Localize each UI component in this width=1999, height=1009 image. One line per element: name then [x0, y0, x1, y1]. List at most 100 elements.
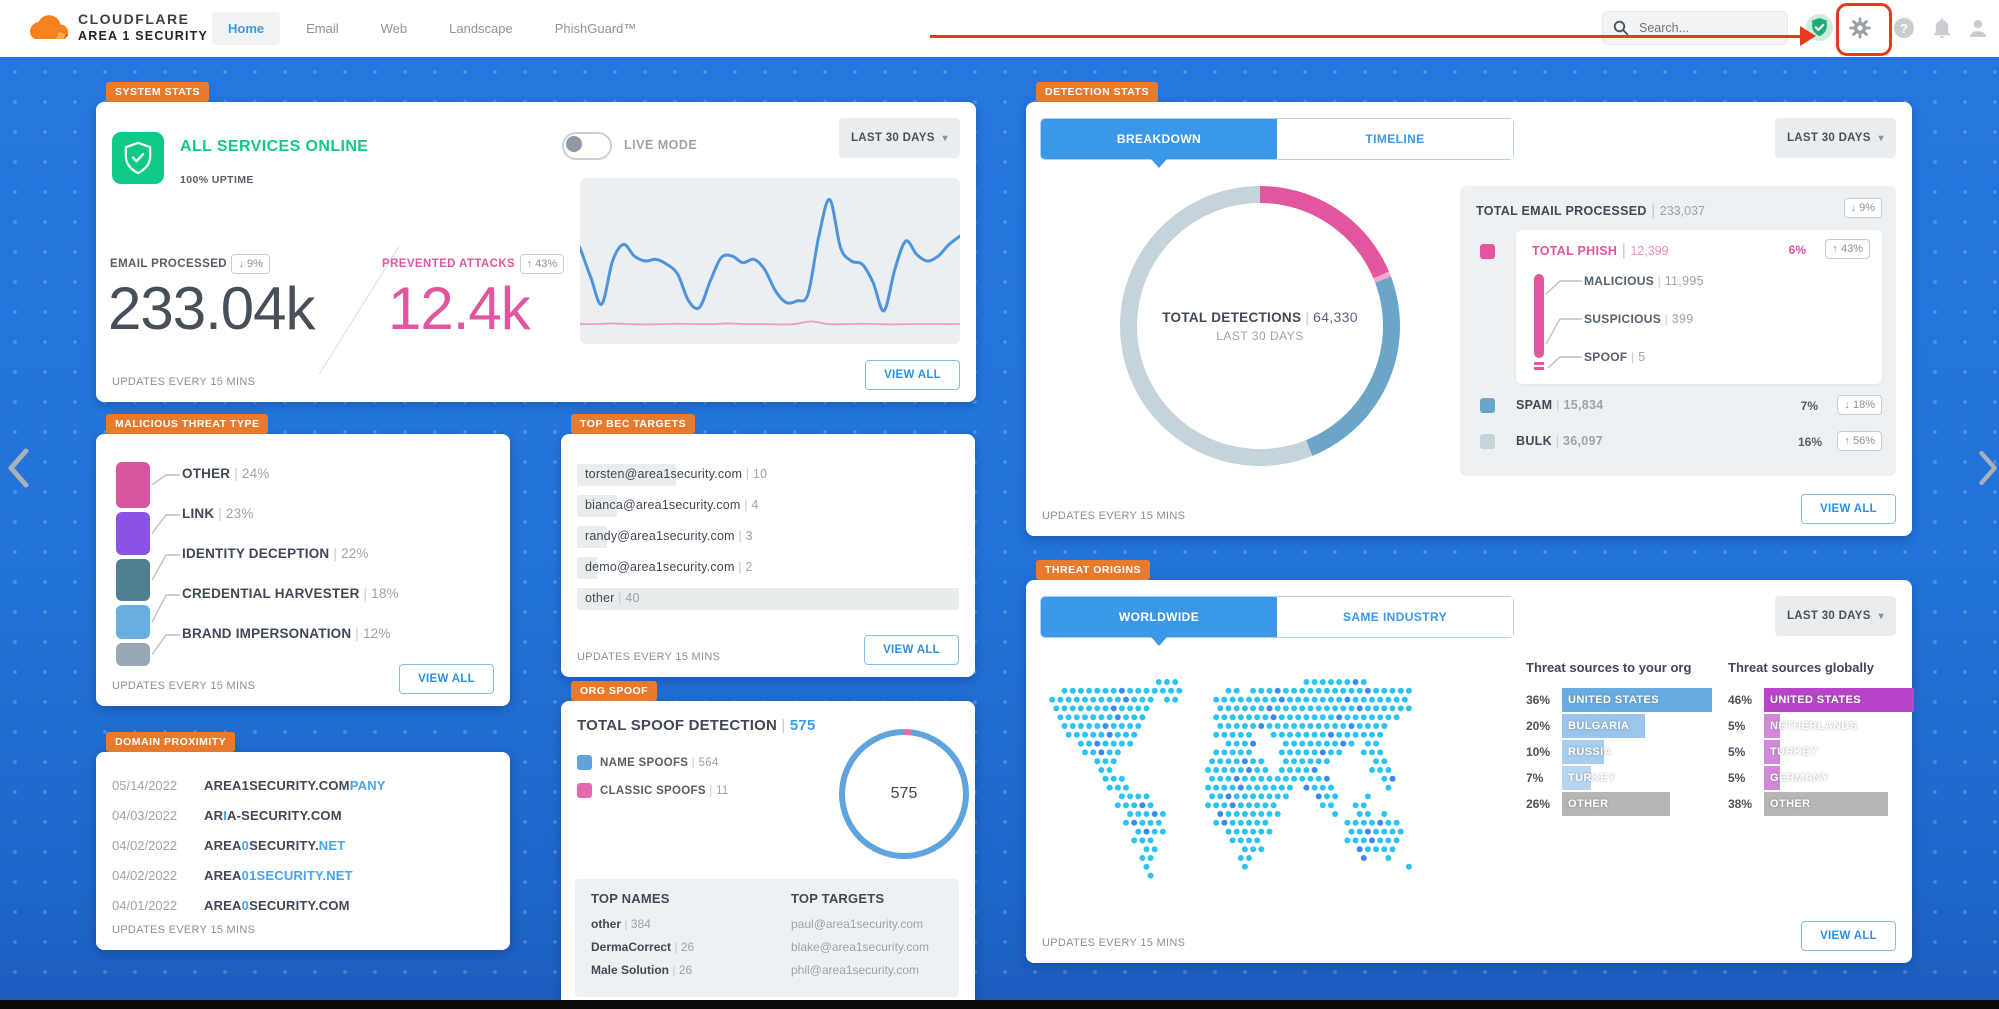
- gear-icon[interactable]: [1848, 16, 1872, 40]
- threat-segment-brand-impersonation: [116, 643, 150, 667]
- origin-bar: TURKEY: [1562, 766, 1615, 790]
- bulk-swatch: [1480, 434, 1495, 449]
- card-badge: ORG SPOOF: [571, 681, 658, 701]
- prevented-attacks-metric: PREVENTED ATTACKS ↑ 43%: [382, 254, 565, 274]
- legend-item: LINK | 23%: [182, 506, 254, 521]
- domain-row: 05/14/2022 AREA1SECURITY.COMPANY: [112, 778, 386, 798]
- prevented-attacks-value: 12.4k: [388, 275, 531, 342]
- view-all-button[interactable]: VIEW ALL: [865, 360, 960, 390]
- threat-type-stacked-bar: [116, 462, 150, 670]
- origin-bar: OTHER: [1562, 792, 1671, 816]
- help-icon[interactable]: ?: [1892, 16, 1916, 40]
- origin-row: 36% UNITED STATES: [1526, 688, 1712, 712]
- domain-name: ARIA-SECURITY.COM: [204, 808, 342, 823]
- origin-row: 46% UNITED STATES: [1728, 688, 1914, 712]
- donut-center-text: TOTAL DETECTIONS | 64,330: [1162, 309, 1358, 325]
- delta-badge: ↑ 56%: [1837, 431, 1882, 451]
- bec-count-bar: [577, 526, 607, 548]
- chevron-down-icon: ▾: [1878, 610, 1884, 622]
- card-badge: TOP BEC TARGETS: [571, 414, 696, 434]
- donut-center-value: 575: [890, 785, 918, 802]
- domain-name: AREA1SECURITY.COMPANY: [204, 778, 386, 793]
- origin-bar: UNITED STATES: [1562, 688, 1712, 712]
- search-icon: [1613, 20, 1629, 36]
- nav-item-web[interactable]: Web: [380, 21, 408, 36]
- range-label: LAST 30 DAYS: [850, 132, 935, 144]
- annotation-line: [930, 35, 1802, 38]
- row-label: MALICIOUS: [1584, 274, 1655, 288]
- tab-breakdown[interactable]: BREAKDOWN: [1041, 119, 1277, 168]
- range-dropdown[interactable]: LAST 30 DAYS ▾: [1774, 118, 1896, 158]
- search-input[interactable]: [1637, 20, 1771, 36]
- divider: |: [1305, 310, 1314, 325]
- row-value: 399: [1671, 312, 1694, 326]
- origin-percent: 36%: [1526, 693, 1551, 707]
- live-mode-toggle[interactable]: [562, 132, 612, 160]
- view-all-button[interactable]: VIEW ALL: [399, 664, 494, 694]
- bec-target-text: randy@area1security.com | 3: [585, 529, 753, 543]
- legend-label: NAME SPOOFS: [600, 756, 689, 769]
- origin-bar: BULGARIA: [1562, 714, 1646, 738]
- live-mode-label: LIVE MODE: [624, 138, 698, 152]
- top-targets-title: TOP TARGETS: [791, 891, 885, 906]
- range-dropdown[interactable]: LAST 30 DAYS ▾: [838, 118, 960, 158]
- origin-bar: UNITED STATES: [1764, 688, 1914, 712]
- origin-percent: 10%: [1526, 745, 1551, 759]
- window-bottom-strip: [0, 1000, 1999, 1009]
- carousel-left-icon[interactable]: [6, 448, 30, 488]
- bulk-percent: 16%: [1797, 435, 1822, 449]
- update-frequency-note: UPDATES EVERY 15 MINS: [112, 376, 256, 388]
- carousel-right-icon[interactable]: [1978, 448, 1999, 488]
- view-all-button[interactable]: VIEW ALL: [1801, 494, 1896, 524]
- malicious-row: MALICIOUS | 11,995: [1584, 274, 1704, 288]
- spoof-total-title: TOTAL SPOOF DETECTION | 575: [577, 717, 816, 734]
- org-spoof-card: ORG SPOOF TOTAL SPOOF DETECTION | 575 NA…: [561, 681, 975, 1007]
- nav-item-phishguard[interactable]: PhishGuard™: [554, 21, 637, 36]
- tab-timeline[interactable]: TIMELINE: [1277, 119, 1513, 159]
- connector-lines: [152, 474, 180, 656]
- origin-row: 10% RUSSIA: [1526, 740, 1612, 764]
- update-frequency-note: UPDATES EVERY 15 MINS: [112, 924, 256, 936]
- metric-label: EMAIL PROCESSED: [110, 258, 227, 270]
- activity-sparkline-chart: [580, 178, 960, 344]
- range-dropdown[interactable]: LAST 30 DAYS ▾: [1774, 596, 1896, 636]
- spam-row: SPAM | 15,834: [1516, 398, 1604, 412]
- origin-percent: 7%: [1526, 771, 1544, 785]
- suspicious-row: SUSPICIOUS | 399: [1584, 312, 1694, 326]
- bec-target-text: torsten@area1security.com | 10: [585, 467, 768, 481]
- detections-donut-chart: TOTAL DETECTIONS | 64,330 LAST 30 DAYS: [1120, 186, 1400, 466]
- origin-percent: 20%: [1526, 719, 1551, 733]
- update-frequency-note: UPDATES EVERY 15 MINS: [1042, 937, 1186, 949]
- total-email-row: TOTAL EMAIL PROCESSED | 233,037: [1476, 202, 1705, 219]
- legend-label: IDENTITY DECEPTION: [182, 546, 330, 561]
- card-badge: MALICIOUS THREAT TYPE: [106, 414, 269, 434]
- tab-worldwide[interactable]: WORLDWIDE: [1041, 597, 1277, 646]
- email-processed-value: 233.04k: [108, 275, 316, 342]
- legend-label: LINK: [182, 506, 215, 521]
- origin-row: 38% OTHER: [1728, 792, 1888, 816]
- delta-badge: ↓ 9%: [1843, 198, 1882, 218]
- legend-percent: 18%: [371, 586, 399, 601]
- user-icon[interactable]: [1966, 16, 1990, 40]
- threat-segment-other: [116, 462, 150, 508]
- nav-item-landscape[interactable]: Landscape: [449, 21, 513, 36]
- view-all-button[interactable]: VIEW ALL: [864, 635, 959, 665]
- bec-target-text: demo@area1security.com | 2: [585, 560, 753, 574]
- brand-line2: AREA 1 SECURITY: [78, 28, 209, 43]
- tab-same-industry[interactable]: SAME INDUSTRY: [1277, 597, 1513, 637]
- nav-item-home[interactable]: Home: [212, 12, 281, 45]
- row-label: SPOOF: [1584, 350, 1628, 364]
- row-value: 12,399: [1630, 244, 1669, 258]
- cloudflare-logo-icon: [29, 15, 69, 39]
- view-all-button[interactable]: VIEW ALL: [1801, 921, 1896, 951]
- phish-percent: 6%: [1788, 243, 1806, 257]
- spoof-row: SPOOF | 5: [1584, 350, 1646, 364]
- bell-icon[interactable]: [1930, 16, 1954, 40]
- origin-bar: RUSSIA: [1562, 740, 1612, 764]
- nav-item-email[interactable]: Email: [306, 21, 339, 36]
- detection-breakdown-panel: TOTAL EMAIL PROCESSED | 233,037 ↓ 9% TOT…: [1460, 186, 1896, 476]
- row-value: 233,037: [1659, 204, 1705, 218]
- search-box[interactable]: [1602, 11, 1788, 45]
- legend-item: BRAND IMPERSONATION | 12%: [182, 626, 391, 641]
